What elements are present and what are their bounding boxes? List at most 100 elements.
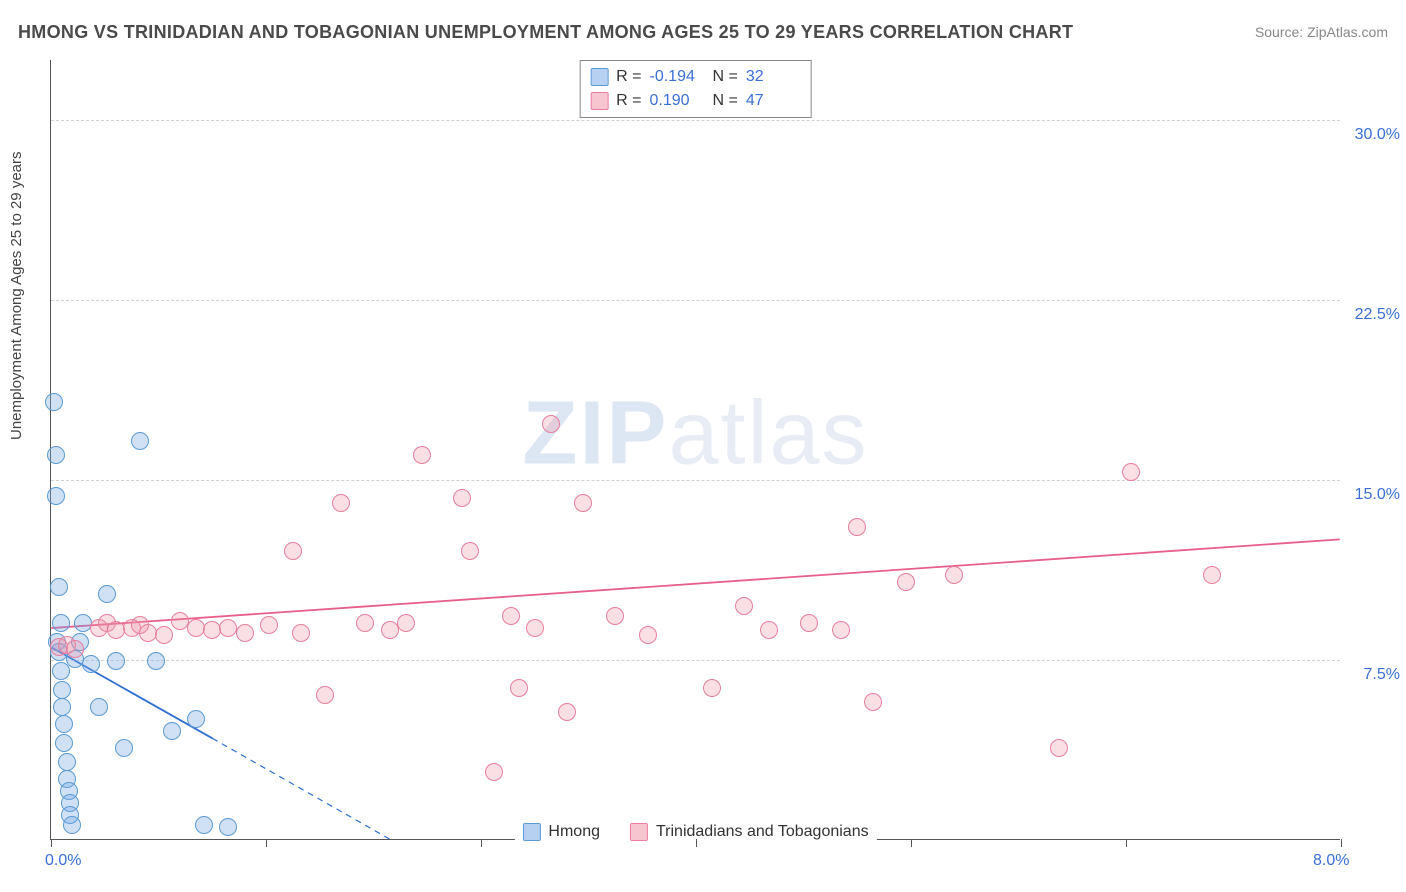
legend-swatch <box>590 68 608 86</box>
stat-r-value: 0.190 <box>650 89 705 113</box>
data-point-tt <box>1122 463 1140 481</box>
data-point-hmong <box>98 585 116 603</box>
data-point-tt <box>735 597 753 615</box>
stat-row: R = 0.190 N = 47 <box>590 89 801 113</box>
x-tick <box>1341 839 1342 847</box>
stat-n-label: N = <box>713 89 738 113</box>
stat-n-value: 32 <box>746 65 801 89</box>
legend-swatch <box>590 92 608 110</box>
data-point-tt <box>203 621 221 639</box>
data-point-hmong <box>107 652 125 670</box>
stat-row: R = -0.194 N = 32 <box>590 65 801 89</box>
data-point-tt <box>260 616 278 634</box>
source-label: Source: <box>1255 24 1303 40</box>
data-point-hmong <box>195 816 213 834</box>
data-point-tt <box>542 415 560 433</box>
y-tick-label: 30.0% <box>1355 126 1400 144</box>
x-tick <box>911 839 912 847</box>
legend-item: Trinidadians and Tobagonians <box>630 823 869 841</box>
x-tick-label: 8.0% <box>1313 852 1349 870</box>
data-point-tt <box>284 542 302 560</box>
legend-label: Hmong <box>548 823 600 841</box>
data-point-tt <box>526 619 544 637</box>
trend-lines-layer <box>51 60 1340 839</box>
gridline <box>51 660 1340 661</box>
y-tick-label: 15.0% <box>1355 486 1400 504</box>
data-point-tt <box>606 607 624 625</box>
data-point-tt <box>292 624 310 642</box>
data-point-tt <box>453 489 471 507</box>
data-point-tt <box>945 566 963 584</box>
data-point-tt <box>864 693 882 711</box>
source-link[interactable]: ZipAtlas.com <box>1307 24 1388 40</box>
data-point-hmong <box>82 655 100 673</box>
data-point-hmong <box>58 753 76 771</box>
chart-title: HMONG VS TRINIDADIAN AND TOBAGONIAN UNEM… <box>18 22 1073 43</box>
gridline <box>51 480 1340 481</box>
data-point-tt <box>397 614 415 632</box>
data-point-hmong <box>52 662 70 680</box>
gridline <box>51 300 1340 301</box>
y-tick-label: 22.5% <box>1355 306 1400 324</box>
legend-swatch <box>522 823 540 841</box>
y-tick-label: 7.5% <box>1364 666 1400 684</box>
data-point-hmong <box>47 487 65 505</box>
data-point-hmong <box>52 614 70 632</box>
data-point-tt <box>1050 739 1068 757</box>
legend-item: Hmong <box>522 823 600 841</box>
data-point-tt <box>760 621 778 639</box>
data-point-tt <box>66 640 84 658</box>
data-point-tt <box>413 446 431 464</box>
data-point-tt <box>332 494 350 512</box>
watermark: ZIPatlas <box>522 382 868 485</box>
data-point-tt <box>316 686 334 704</box>
plot-area: ZIPatlas R = -0.194 N = 32 R = 0.190 N = 47 Hmo… <box>50 60 1340 840</box>
data-point-tt <box>703 679 721 697</box>
data-point-tt <box>155 626 173 644</box>
trend-line-tt <box>51 539 1339 628</box>
x-tick <box>266 839 267 847</box>
data-point-hmong <box>115 739 133 757</box>
data-point-tt <box>639 626 657 644</box>
data-point-hmong <box>219 818 237 836</box>
data-point-tt <box>848 518 866 536</box>
data-point-tt <box>800 614 818 632</box>
x-tick <box>1126 839 1127 847</box>
data-point-tt <box>356 614 374 632</box>
x-tick <box>481 839 482 847</box>
data-point-tt <box>832 621 850 639</box>
data-point-hmong <box>163 722 181 740</box>
source-attribution: Source: ZipAtlas.com <box>1255 24 1388 40</box>
y-axis-label: Unemployment Among Ages 25 to 29 years <box>8 151 25 440</box>
legend-label: Trinidadians and Tobagonians <box>656 823 869 841</box>
data-point-hmong <box>90 698 108 716</box>
watermark-rest: atlas <box>668 383 868 483</box>
data-point-tt <box>502 607 520 625</box>
data-point-tt <box>1203 566 1221 584</box>
stat-n-label: N = <box>713 65 738 89</box>
data-point-hmong <box>131 432 149 450</box>
data-point-tt <box>510 679 528 697</box>
stat-r-label: R = <box>616 89 641 113</box>
data-point-tt <box>107 621 125 639</box>
stat-n-value: 47 <box>746 89 801 113</box>
x-tick-label: 0.0% <box>45 852 81 870</box>
data-point-hmong <box>47 446 65 464</box>
legend-swatch <box>630 823 648 841</box>
data-point-tt <box>897 573 915 591</box>
data-point-hmong <box>45 393 63 411</box>
stat-r-label: R = <box>616 65 641 89</box>
data-point-hmong <box>63 816 81 834</box>
data-point-tt <box>574 494 592 512</box>
data-point-hmong <box>55 734 73 752</box>
watermark-bold: ZIP <box>522 383 668 483</box>
x-tick <box>696 839 697 847</box>
data-point-tt <box>485 763 503 781</box>
data-point-hmong <box>55 715 73 733</box>
data-point-tt <box>461 542 479 560</box>
stats-legend-box: R = -0.194 N = 32 R = 0.190 N = 47 <box>579 60 812 118</box>
data-point-hmong <box>50 578 68 596</box>
data-point-hmong <box>53 698 71 716</box>
data-point-hmong <box>53 681 71 699</box>
stat-r-value: -0.194 <box>650 65 705 89</box>
